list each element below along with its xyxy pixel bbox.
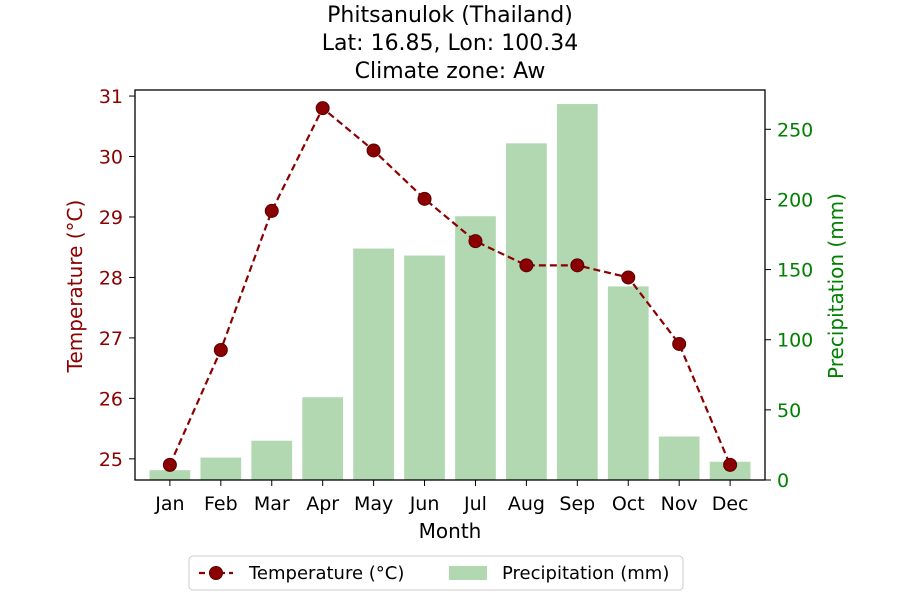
temperature-point-mar <box>264 203 279 218</box>
right-tick-label: 50 <box>777 400 801 422</box>
temperature-point-jan <box>162 457 177 472</box>
x-tick-label: Jul <box>463 493 487 515</box>
precipitation-bar-may <box>353 248 394 480</box>
title-climate-zone: Climate zone: Aw <box>355 59 546 84</box>
left-tick-label: 25 <box>99 449 123 471</box>
temperature-point-sep <box>570 258 585 273</box>
precipitation-bar-jan <box>149 470 191 480</box>
legend-temperature-label: Temperature (°C) <box>248 563 404 584</box>
temperature-point-nov <box>672 336 687 351</box>
x-tick-label: Sep <box>559 493 595 515</box>
x-tick-label: Mar <box>254 493 290 515</box>
right-axis-ticks: 0 50 100 150 200 250 <box>765 119 813 492</box>
left-tick-label: 29 <box>99 207 123 229</box>
legend-box <box>188 555 684 591</box>
x-axis-ticks: Jan Feb Mar Apr May Jun Jul Aug Sep Oct Nov Dec <box>154 480 749 515</box>
precipitation-bar-jun <box>404 255 445 480</box>
temperature-point-jun <box>417 191 432 206</box>
precipitation-bar-mar <box>251 440 293 480</box>
precipitation-bars <box>149 104 751 481</box>
temperature-series-line <box>168 106 732 466</box>
right-tick-label: 200 <box>777 189 813 211</box>
title-coordinates: Lat: 16.85, Lon: 100.34 <box>322 31 578 56</box>
x-tick-label: Oct <box>612 493 645 515</box>
right-tick-label: 250 <box>777 119 813 141</box>
left-tick-label: 30 <box>99 147 123 169</box>
temperature-point-may <box>366 143 381 158</box>
left-tick-label: 26 <box>99 388 123 410</box>
left-axis-ticks: 25 26 27 28 29 30 31 <box>99 86 135 471</box>
precipitation-bar-feb <box>200 457 242 480</box>
precipitation-bar-oct <box>607 286 649 480</box>
precipitation-bar-aug <box>506 143 547 480</box>
precipitation-bar-sep <box>556 104 598 480</box>
temperature-point-dec <box>723 457 738 472</box>
temperature-line <box>162 101 738 472</box>
x-tick-label: Jun <box>409 493 440 515</box>
x-axis-label: Month <box>419 519 482 543</box>
left-axis-label: Temperature (°C) <box>63 200 87 374</box>
temperature-point-oct <box>621 270 636 285</box>
temperature-point-aug <box>519 258 534 273</box>
legend-temperature-marker <box>209 566 223 580</box>
legend-precipitation-swatch <box>449 566 487 580</box>
temperature-point-feb <box>213 343 228 357</box>
left-tick-label: 31 <box>99 86 123 108</box>
legend: Temperature (°C) Precipitation (mm) <box>188 555 684 591</box>
right-tick-label: 100 <box>777 330 813 352</box>
right-tick-label: 0 <box>777 470 789 492</box>
legend-precipitation-label: Precipitation (mm) <box>502 563 669 584</box>
temperature-point-jul <box>468 234 483 249</box>
precipitation-bar-apr <box>302 397 344 480</box>
precipitation-bar-nov <box>658 436 700 480</box>
right-tick-label: 150 <box>777 260 813 282</box>
precipitation-bar-jul <box>455 216 496 481</box>
left-tick-label: 27 <box>99 328 123 350</box>
x-tick-label: Nov <box>661 493 698 515</box>
x-tick-label: Feb <box>204 493 238 515</box>
title-location: Phitsanulok (Thailand) <box>327 3 573 28</box>
x-tick-label: Dec <box>712 493 749 515</box>
left-tick-label: 28 <box>99 267 123 289</box>
right-axis-label: Precipitation (mm) <box>824 193 848 379</box>
x-tick-label: Jan <box>154 493 184 515</box>
x-tick-label: Aug <box>508 493 545 515</box>
x-tick-label: May <box>354 493 393 515</box>
temperature-point-apr <box>315 101 330 116</box>
x-tick-label: Apr <box>306 493 339 515</box>
chart-title: Phitsanulok (Thailand) Lat: 16.85, Lon: … <box>322 3 578 84</box>
plot-frame <box>134 89 766 481</box>
